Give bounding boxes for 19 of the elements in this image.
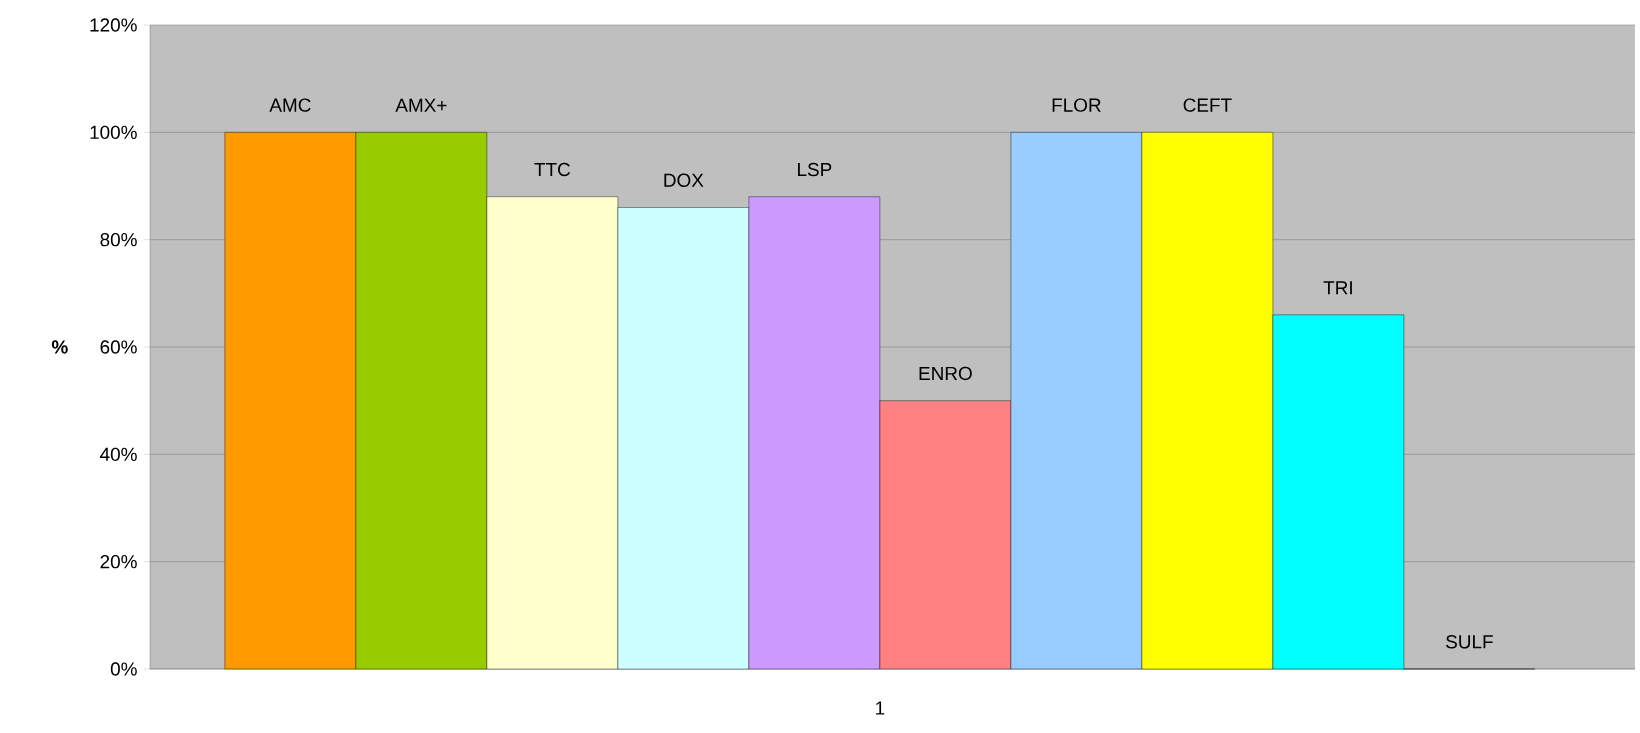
x-tick-label: 1	[876, 701, 885, 715]
text: SULF	[1446, 635, 1493, 649]
series-label: DOX	[664, 173, 704, 187]
y-tick-label: 20%	[100, 554, 137, 569]
y-tick-label: 0%	[110, 662, 137, 676]
y-tick-label: 80%	[100, 232, 137, 247]
y-axis-title: %	[51, 340, 68, 354]
series-label: FLOR	[1052, 98, 1101, 112]
series-label: ENRO	[919, 366, 972, 381]
series-label: AMX+	[395, 98, 447, 112]
series-label: LSP	[798, 162, 832, 177]
series-label: CEFT	[1183, 98, 1232, 112]
y-tick-label: 100%	[90, 125, 137, 140]
series-label: AMC	[269, 98, 311, 112]
y-tick-label: 60%	[100, 340, 137, 354]
y-tick-label: 40%	[100, 447, 137, 462]
series-label: TTC	[534, 162, 571, 177]
series-label: TRI	[1323, 281, 1352, 295]
y-tick-label: 120%	[90, 18, 137, 32]
